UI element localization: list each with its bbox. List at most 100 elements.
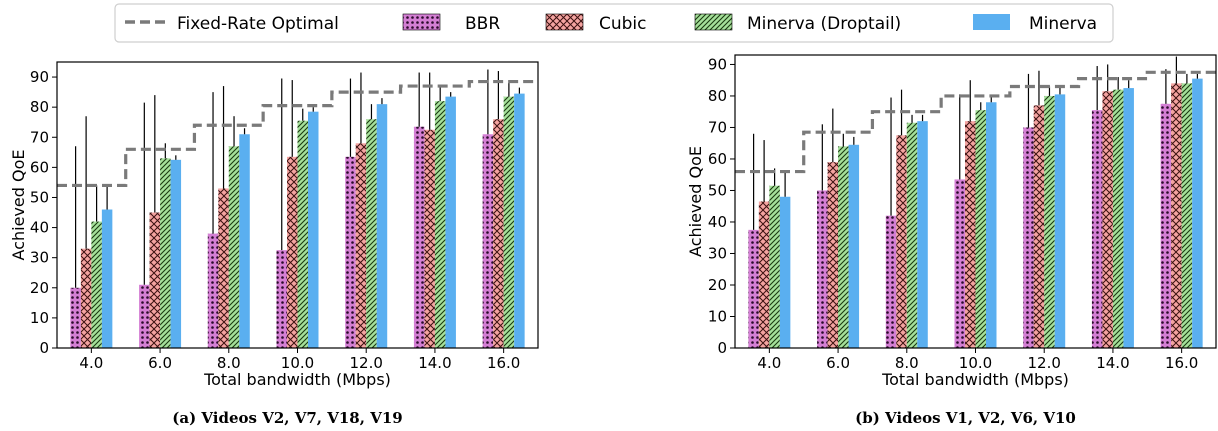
x-tick-label: 8.0 xyxy=(895,354,919,372)
y-tick-label: 10 xyxy=(30,309,49,327)
caption-a: (a) Videos V2, V7, V18, V19 xyxy=(172,409,402,427)
bar-droptail xyxy=(434,101,446,348)
bar-droptail xyxy=(838,146,849,348)
caption-b: (b) Videos V1, V2, V6, V10 xyxy=(855,409,1076,427)
legend-item-cubic: Cubic xyxy=(545,13,647,34)
y-tick-label: 80 xyxy=(708,87,727,105)
x-tick-label: 8.0 xyxy=(217,354,241,372)
bar-minerva xyxy=(239,134,250,348)
bar-droptail xyxy=(297,120,308,348)
y-tick-label: 30 xyxy=(30,249,49,267)
y-tick-label: 40 xyxy=(30,219,49,237)
x-tick-label: 6.0 xyxy=(148,354,172,372)
bar-cubic xyxy=(218,188,229,348)
legend-item-bbr: BBR xyxy=(402,13,500,34)
x-tick-label: 10.0 xyxy=(959,354,992,372)
bar-droptail xyxy=(160,158,171,348)
bar-bbr xyxy=(345,156,356,348)
bar-cubic xyxy=(424,129,435,348)
bar-minerva xyxy=(101,209,113,348)
bar-minerva xyxy=(1123,88,1134,349)
legend-item-minerva: Minerva xyxy=(973,14,1097,34)
x-tick-label: 14.0 xyxy=(1096,354,1129,372)
bar-bbr xyxy=(1160,103,1172,348)
y-tick-label: 90 xyxy=(708,55,727,73)
bar-minerva xyxy=(917,121,928,349)
bar-minerva xyxy=(848,144,860,348)
bar-droptail xyxy=(503,96,515,348)
bar-bbr xyxy=(139,284,150,348)
x-tick-label: 12.0 xyxy=(350,354,383,372)
bar-cubic xyxy=(896,135,907,348)
x-tick-label: 6.0 xyxy=(826,354,850,372)
x-tick-label: 16.0 xyxy=(487,354,520,372)
legend: Fixed-Rate Optimal BBR Cubic Minerva (Dr… xyxy=(114,3,1114,43)
bar-droptail xyxy=(91,221,102,348)
bar-cubic xyxy=(287,156,298,348)
bar-minerva xyxy=(170,159,182,348)
bar-minerva xyxy=(445,96,456,348)
y-axis-label-b: Achieved QoE xyxy=(686,146,705,257)
bar-bbr xyxy=(885,215,897,348)
legend-label-optimal: Fixed-Rate Optimal xyxy=(177,14,339,34)
bar-droptail xyxy=(1112,89,1124,348)
bar-cubic xyxy=(758,201,770,348)
bar-droptail xyxy=(769,185,780,348)
legend-frame xyxy=(114,3,1114,43)
bar-bbr xyxy=(1023,127,1034,348)
bar-minerva xyxy=(779,196,791,348)
bar-minerva xyxy=(376,104,388,348)
bar-droptail xyxy=(975,110,986,349)
x-tick-label: 14.0 xyxy=(418,354,451,372)
legend-label-minerva: Minerva xyxy=(1029,14,1097,34)
bar-bbr xyxy=(482,134,494,348)
y-tick-label: 10 xyxy=(708,307,727,325)
bar-bbr xyxy=(70,287,81,348)
optimal-step-line xyxy=(57,79,538,188)
optimal-step-line xyxy=(735,70,1216,174)
y-tick-label: 50 xyxy=(708,181,727,199)
bar-bbr xyxy=(748,229,759,348)
y-tick-label: 0 xyxy=(39,339,49,357)
y-tick-label: 80 xyxy=(30,98,49,116)
y-tick-label: 90 xyxy=(30,68,49,86)
legend-swatch-bbr xyxy=(402,13,441,31)
plot-frame-b xyxy=(734,54,1217,349)
x-tick-label: 12.0 xyxy=(1028,354,1061,372)
bar-minerva xyxy=(1192,78,1203,349)
bar-bbr xyxy=(1091,110,1103,349)
bar-minerva xyxy=(1054,94,1066,349)
y-tick-label: 60 xyxy=(30,158,49,176)
bar-bbr xyxy=(954,179,965,348)
bar-droptail xyxy=(228,146,240,348)
bar-droptail xyxy=(366,119,377,348)
y-tick-label: 50 xyxy=(30,188,49,206)
bar-minerva xyxy=(514,93,525,348)
y-tick-label: 40 xyxy=(708,213,727,231)
y-tick-label: 70 xyxy=(30,128,49,146)
chart-b: 0 10 20 30 40 50 60 70 80 90 4.0 6.0 8.0 10.0 12.0 14.0… xyxy=(686,54,1217,427)
plot-frame-a xyxy=(56,61,539,349)
x-tick-label: 4.0 xyxy=(79,354,103,372)
x-tick-label: 4.0 xyxy=(757,354,781,372)
bar-cubic xyxy=(1033,105,1045,348)
y-tick-label: 70 xyxy=(708,118,727,136)
y-tick-label: 20 xyxy=(708,276,727,294)
x-tick-label: 10.0 xyxy=(281,354,314,372)
chart-a: 0 10 20 30 40 50 60 70 80 90 4.0 6.0 8.0 10.0 12.0 14.0… xyxy=(9,61,539,427)
legend-swatch-minerva xyxy=(973,14,1010,30)
bar-cubic xyxy=(355,143,367,348)
y-tick-label: 20 xyxy=(30,279,49,297)
bar-minerva xyxy=(986,102,997,349)
bar-bbr xyxy=(413,126,425,348)
legend-label-droptail: Minerva (Droptail) xyxy=(747,14,901,34)
legend-label-bbr: BBR xyxy=(465,14,500,34)
bar-cubic xyxy=(965,121,976,349)
legend-swatch-droptail xyxy=(694,13,733,31)
y-tick-label: 60 xyxy=(708,150,727,168)
bar-cubic xyxy=(80,248,92,348)
bar-cubic xyxy=(1171,83,1182,349)
legend-swatch-cubic xyxy=(545,13,584,31)
x-tick-label: 16.0 xyxy=(1165,354,1198,372)
